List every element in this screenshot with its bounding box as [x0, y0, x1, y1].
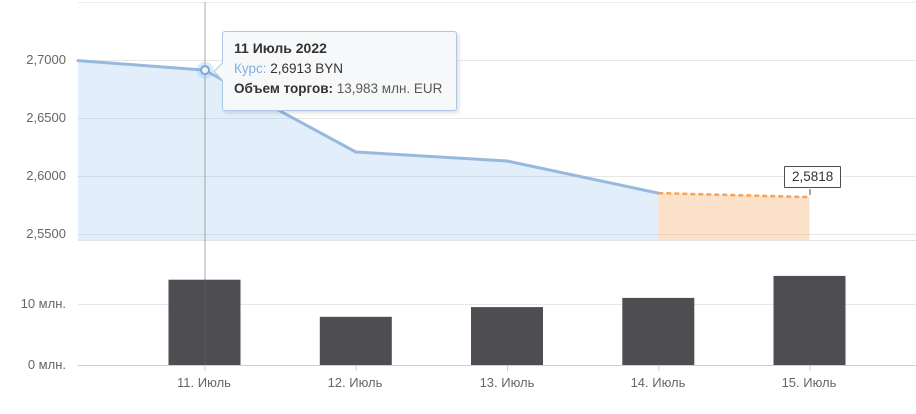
volume-bar[interactable]	[471, 307, 543, 365]
volume-bar[interactable]	[319, 316, 392, 365]
x-tick-label: 15. Июль	[781, 375, 837, 390]
rate-tick-label: 2,7000	[26, 52, 66, 67]
tooltip-date: 11 Июль 2022	[234, 40, 327, 56]
volume-bars	[168, 275, 846, 365]
forecast-area-fill	[658, 193, 810, 240]
volume-tick-label: 10 млн.	[20, 296, 66, 311]
rate-tick-label: 2,6500	[26, 110, 66, 125]
rate-gridlines	[78, 2, 916, 241]
forecast-end-label: 2,5818	[784, 166, 842, 188]
rate-tick-label: 2,6000	[26, 168, 66, 183]
x-tick-label: 14. Июль	[630, 375, 686, 390]
tooltip-rate-value: 2,6913 BYN	[270, 61, 344, 76]
tooltip-volume-row: Объем торгов: 13,983 млн. EUR	[234, 81, 456, 96]
x-tick-label: 12. Июль	[327, 375, 383, 390]
tooltip-volume-value: 13,983 млн. EUR	[336, 81, 443, 96]
rate-line[interactable]	[76, 59, 660, 195]
tooltip-rate-row: Курс: 2,6913 BYN	[234, 61, 456, 76]
tooltip-volume-label: Объем торгов:	[234, 81, 333, 96]
rate-tick-label: 2,5500	[26, 226, 66, 241]
tooltip-rate-label: Курс:	[234, 61, 267, 76]
hover-marker[interactable]	[200, 65, 210, 76]
x-tick-label: 11. Июль	[177, 375, 231, 390]
chart-tooltip: 11 Июль 2022 Курс: 2,6913 BYN Объем торг…	[213, 31, 457, 111]
volume-bar[interactable]	[773, 275, 846, 365]
x-tick-label: 13. Июль	[479, 375, 535, 390]
volume-bar[interactable]	[622, 297, 695, 365]
volume-tick-label: 0 млн.	[27, 357, 66, 372]
x-axis-ticks	[204, 365, 811, 371]
forecast-dashed-line[interactable]	[658, 191, 810, 199]
